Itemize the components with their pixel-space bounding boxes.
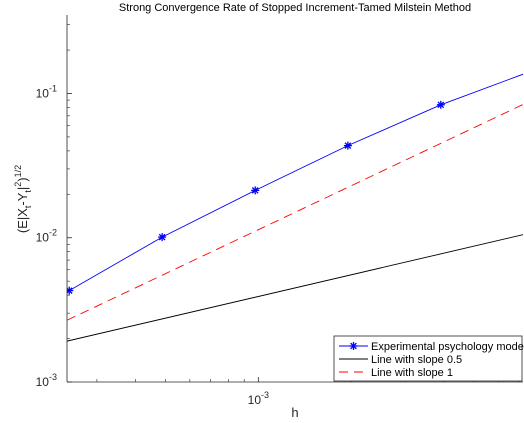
tick-labels: 10-3 10-2 10-1 10-3 [36,83,269,407]
data-point [436,100,445,109]
x-tick-label: 10-3 [248,390,269,407]
series-experimental-psychology-model [67,73,523,295]
legend-label: Line with slope 0.5 [371,354,462,366]
data-point [158,233,167,242]
data-point [343,141,352,150]
x-axis-title: h [291,405,298,420]
series-line-line-with-slope-1 [67,104,523,321]
data-point [251,186,260,195]
series-line-experimental-psychology-model [68,73,523,292]
plot-area [67,15,523,382]
legend-entry-line-with-slope-0-5: Line with slope 0.5 [339,354,462,366]
y-tick-label: 10-3 [36,372,57,389]
legend-label: Line with slope 1 [371,367,453,379]
data-point [67,286,74,295]
y-tick-label: 10-2 [36,228,57,245]
y-tick-label: 10-1 [36,83,57,100]
series-line-with-slope-1 [67,104,523,321]
legend-box [333,335,523,382]
legend-entry-line-with-slope-1: Line with slope 1 [339,367,453,379]
axes [66,15,523,383]
series-line-line-with-slope-0-5 [67,234,523,342]
legend-entry-experimental-psychology-model: Experimental psychology model [339,341,524,353]
y-axis-title: (E|Xt-Yt|2)1/2 [13,165,33,233]
legend-label: Experimental psychology model [371,341,524,353]
series-layer [67,73,523,342]
series-line-with-slope-0-5 [67,234,523,342]
legend-marker [349,342,358,350]
chart-title: Strong Convergence Rate of Stopped Incre… [119,2,471,14]
